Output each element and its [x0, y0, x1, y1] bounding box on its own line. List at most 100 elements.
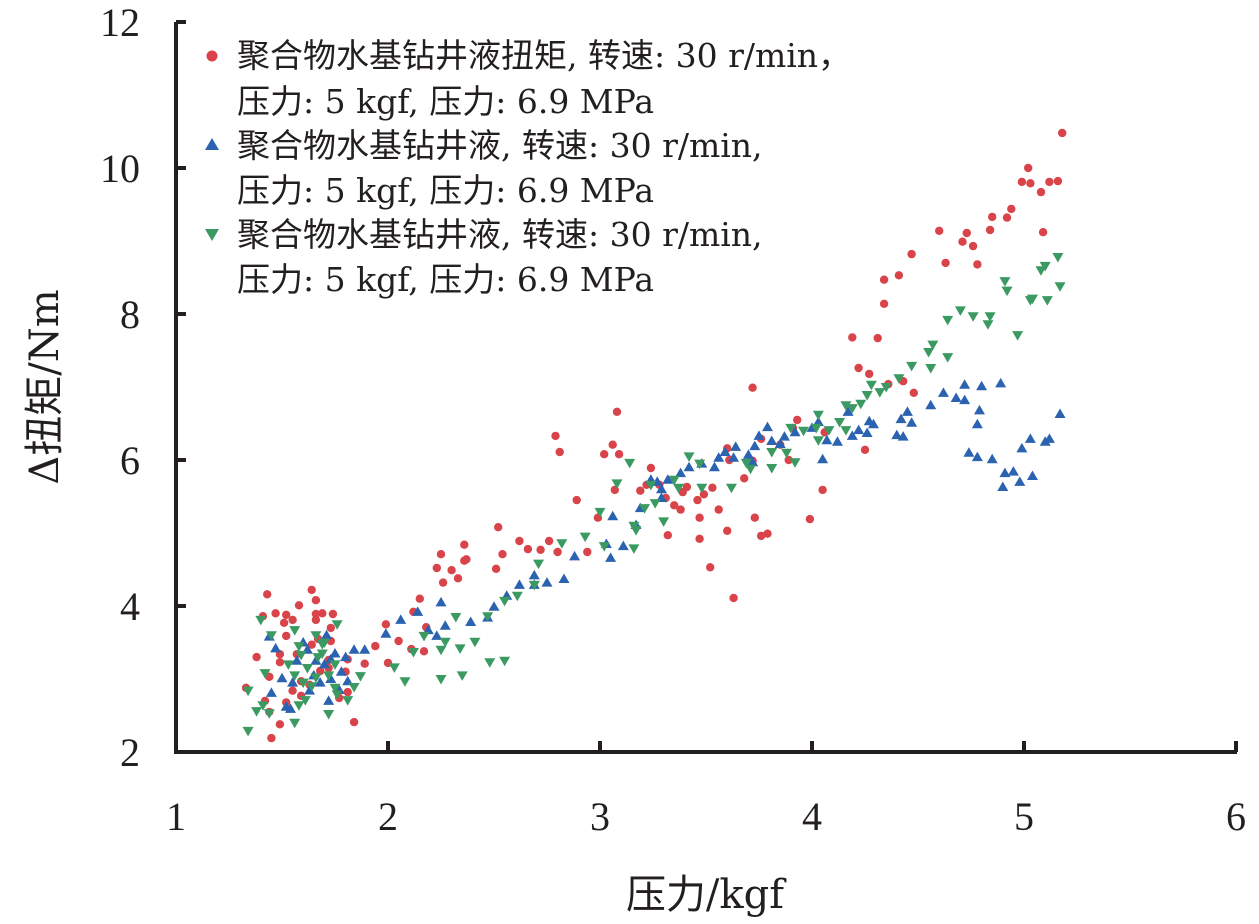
- data-point: [982, 320, 994, 330]
- data-point: [909, 388, 918, 397]
- legend-label: 聚合物水基钻井液, 转速: 30 r/min,: [237, 126, 763, 165]
- data-point: [810, 423, 822, 434]
- data-point: [343, 687, 352, 697]
- data-point: [482, 612, 494, 622]
- data-point: [774, 438, 786, 448]
- axes: [174, 20, 1238, 754]
- data-point: [323, 695, 335, 705]
- y-axis-title: Δ扭矩/Nm: [22, 289, 68, 484]
- data-point: [536, 545, 545, 554]
- data-point: [1039, 261, 1051, 272]
- data-point: [873, 333, 882, 343]
- data-point: [925, 399, 937, 410]
- data-point: [853, 424, 865, 435]
- data-point: [594, 507, 606, 518]
- data-point: [558, 573, 570, 583]
- data-point: [340, 651, 352, 662]
- data-point: [906, 417, 918, 427]
- data-point: [793, 415, 802, 425]
- data-point: [321, 629, 333, 640]
- data-point: [310, 673, 322, 684]
- data-point: [289, 671, 301, 681]
- x-tick-label: 1: [166, 794, 186, 839]
- data-point: [789, 458, 801, 468]
- data-point: [311, 615, 321, 625]
- legend-label: 聚合物水基钻井液扭矩, 转速: 30 r/min，: [237, 36, 851, 75]
- data-point: [959, 379, 971, 389]
- data-point: [323, 671, 335, 681]
- data-point: [766, 447, 778, 458]
- data-point: [742, 449, 754, 459]
- data-point: [484, 658, 496, 668]
- data-point: [730, 441, 742, 451]
- data-point: [941, 258, 950, 268]
- data-point: [316, 649, 328, 659]
- series-3-points: [242, 253, 1066, 737]
- data-point: [753, 430, 765, 440]
- data-point: [950, 392, 962, 402]
- data-point: [533, 559, 545, 570]
- data-point: [880, 383, 892, 393]
- legend-label-line2: 压力: 5 kgf, 压力: 6.9 MPa: [237, 171, 654, 210]
- x-tick-label: 2: [378, 794, 398, 839]
- data-point: [488, 601, 500, 611]
- data-point: [282, 631, 291, 641]
- data-point: [551, 431, 560, 441]
- data-point: [265, 687, 277, 697]
- data-point: [874, 388, 886, 398]
- data-point: [861, 391, 873, 401]
- data-point: [745, 464, 757, 475]
- data-point: [662, 474, 674, 484]
- data-point: [1053, 176, 1063, 186]
- data-point: [766, 464, 778, 474]
- data-point: [287, 677, 299, 687]
- data-point: [447, 566, 456, 575]
- data-point: [544, 536, 554, 546]
- data-point: [840, 401, 852, 411]
- data-point: [541, 577, 553, 587]
- data-point: [306, 682, 318, 692]
- data-point: [605, 552, 617, 562]
- data-point: [999, 277, 1011, 287]
- data-point: [649, 499, 661, 509]
- data-point: [785, 423, 797, 434]
- data-point: [658, 517, 670, 527]
- data-point: [388, 663, 400, 673]
- data-point: [645, 480, 657, 491]
- data-point: [326, 623, 335, 633]
- data-point: [608, 440, 617, 449]
- legend-marker-triangle-up: [205, 138, 219, 150]
- data-point: [693, 495, 702, 505]
- data-point: [329, 660, 341, 670]
- data-point: [812, 410, 824, 421]
- data-point: [971, 418, 983, 429]
- data-point: [1023, 163, 1033, 173]
- data-point: [963, 447, 975, 457]
- data-point: [781, 448, 793, 459]
- y-tick-label: 8: [120, 292, 140, 337]
- data-point: [1039, 436, 1051, 446]
- data-point: [314, 677, 326, 687]
- data-point: [683, 452, 695, 462]
- data-point: [556, 539, 568, 549]
- y-tick-label: 12: [100, 0, 140, 45]
- data-point: [395, 614, 407, 624]
- data-point: [311, 609, 321, 619]
- data-point: [271, 609, 280, 618]
- legend-label: 聚合物水基钻井液, 转速: 30 r/min,: [237, 215, 763, 254]
- data-point: [958, 237, 967, 246]
- data-point: [725, 483, 737, 494]
- data-point: [555, 447, 564, 457]
- data-point: [997, 481, 1009, 492]
- legend: 聚合物水基钻井液扭矩, 转速: 30 r/min， 压力: 5 kgf, 压力:…: [205, 36, 851, 299]
- data-point: [359, 644, 371, 654]
- data-point: [624, 458, 636, 469]
- data-point: [756, 531, 766, 541]
- data-point: [893, 374, 905, 384]
- data-point: [812, 416, 824, 427]
- data-point: [1012, 331, 1024, 341]
- data-point: [1007, 204, 1016, 214]
- data-point: [867, 418, 879, 429]
- data-point: [985, 225, 995, 235]
